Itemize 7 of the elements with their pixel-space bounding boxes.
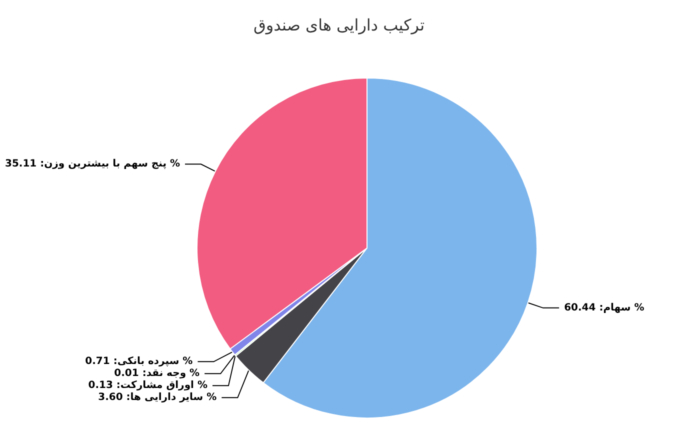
- slice-label: وجه نقد: 0.01 %: [114, 368, 200, 380]
- slice-label: سهام: 60.44 %: [564, 302, 644, 314]
- slice-label: پنج سهم با بیشترین وزن: 35.11 %: [5, 158, 180, 170]
- slice-label: اوراق مشارکت: 0.13 %: [88, 380, 208, 392]
- chart-title: ترکیب دارایی های صندوق: [253, 16, 425, 34]
- slice-label: سپرده بانکی: 0.71 %: [85, 356, 193, 368]
- slice-label: سایر دارایی ها: 3.60 %: [98, 392, 217, 404]
